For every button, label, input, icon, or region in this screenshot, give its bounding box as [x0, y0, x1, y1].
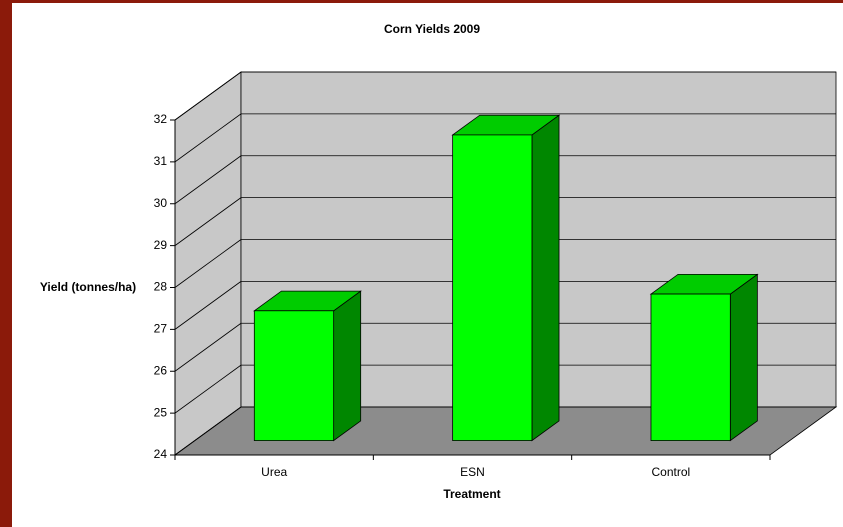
grid-line [174, 239, 242, 288]
bar-side [333, 290, 362, 442]
bar-side [729, 273, 758, 442]
x-tick-label: Control [651, 465, 690, 479]
x-tick-label: Urea [261, 465, 287, 479]
y-axis-label: Yield (tonnes/ha) [40, 280, 136, 294]
bar [650, 293, 731, 442]
grid-line [174, 322, 242, 372]
grid-line [174, 197, 242, 246]
chart-title: Corn Yields 2009 [384, 22, 480, 36]
y-tick-label: 30 [154, 196, 168, 210]
x-tick-label: ESN [460, 465, 485, 479]
bar-side [531, 114, 560, 442]
y-tick-label: 32 [154, 112, 168, 126]
grid-line [174, 281, 242, 330]
y-tick-label: 29 [154, 238, 168, 252]
grid-line [174, 364, 242, 414]
grid-line [174, 155, 242, 205]
y-tick-label: 24 [154, 447, 168, 461]
y-tick-label: 25 [154, 405, 168, 419]
bar [452, 134, 533, 442]
y-tick-label: 31 [154, 154, 168, 168]
y-tick-label: 27 [154, 322, 168, 336]
grid-line [174, 71, 242, 121]
x-axis-label: Treatment [443, 487, 500, 501]
bar [253, 310, 335, 442]
y-tick-label: 26 [154, 363, 168, 377]
grid-line [174, 406, 242, 456]
grid-line [174, 113, 242, 163]
y-tick-label: 28 [154, 280, 168, 294]
